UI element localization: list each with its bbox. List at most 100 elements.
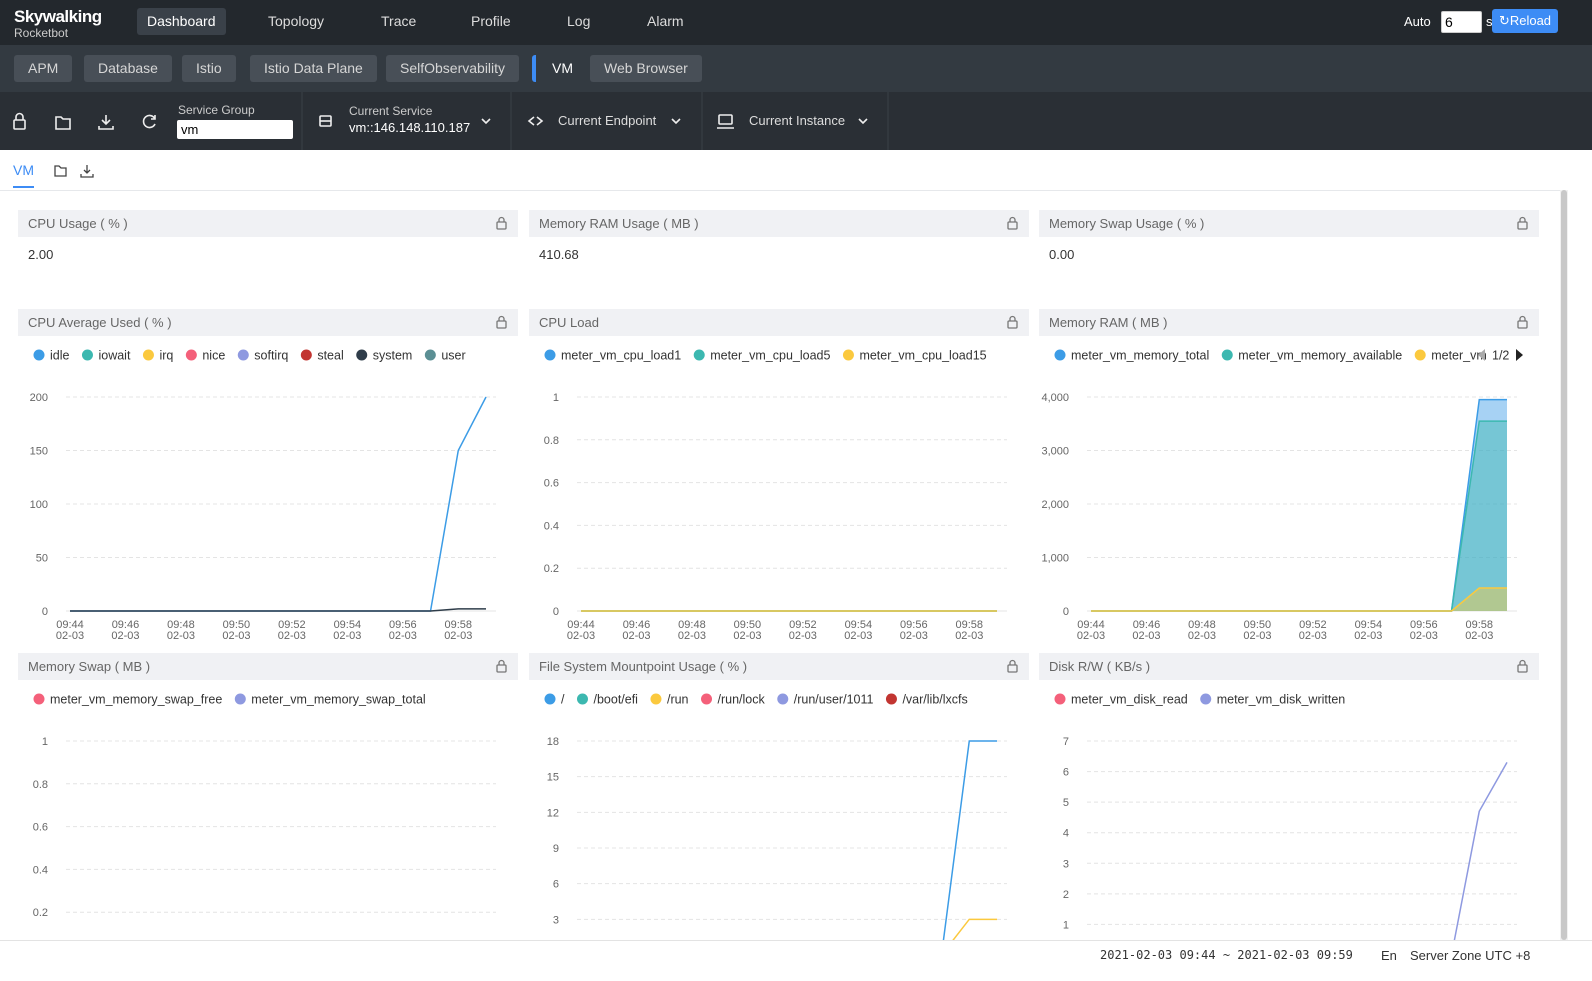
x-tick-label: 09:56: [900, 619, 928, 631]
y-tick-label: 0.8: [544, 435, 559, 447]
x-tick-label: 09:50: [734, 619, 762, 631]
reload-button[interactable]: ↻Reload: [1492, 9, 1558, 33]
layer-tab[interactable]: Istio: [182, 55, 236, 82]
y-tick-label: 9: [553, 843, 559, 855]
legend-swatch: [1200, 693, 1212, 705]
panel-header: [529, 210, 1029, 237]
x-date-label: 02-03: [56, 630, 84, 642]
nav-item[interactable]: Topology: [268, 13, 325, 29]
x-tick-label: 09:58: [1466, 619, 1494, 631]
x-date-label: 02-03: [278, 630, 306, 642]
layer-tab[interactable]: SelfObservability: [386, 55, 520, 82]
legend-swatch: [142, 349, 154, 361]
current-service[interactable]: vm::146.148.110.187: [349, 120, 471, 135]
y-tick-label: 0.4: [33, 864, 48, 876]
x-date-label: 02-03: [900, 630, 928, 642]
x-date-label: 02-03: [678, 630, 706, 642]
interval-input[interactable]: 6: [1441, 11, 1482, 33]
series-area: [1091, 399, 1507, 611]
y-tick-label: 3: [1063, 858, 1069, 870]
lock-icon: [1517, 221, 1528, 230]
time-range[interactable]: 2021-02-03 09:44 ~ 2021-02-03 09:59: [1100, 948, 1353, 962]
panel-header: [18, 653, 518, 680]
legend-label: /run/user/1011: [794, 693, 874, 707]
legend-swatch: [300, 349, 312, 361]
y-tick-label: 0.2: [33, 907, 48, 919]
panel-header: [1039, 210, 1539, 237]
legend-label: steal: [317, 349, 343, 363]
y-tick-label: 6: [553, 879, 559, 891]
x-tick-label: 09:58: [956, 619, 984, 631]
legend: / /boot/efi/run/run/lock/run/user/1011/va…: [544, 693, 968, 707]
lock-icon: [498, 659, 505, 665]
x-date-label: 02-03: [444, 630, 472, 642]
current-instance[interactable]: Current Instance: [749, 113, 846, 128]
nav-item[interactable]: Trace: [381, 13, 417, 29]
y-tick-label: 18: [547, 736, 559, 748]
stat-value: 2.00: [28, 247, 53, 262]
y-tick-label: 150: [30, 446, 48, 458]
x-date-label: 02-03: [222, 630, 250, 642]
panel-title: CPU Load: [539, 315, 599, 330]
y-tick-label: 7: [1063, 736, 1069, 748]
legend-swatch: [885, 693, 897, 705]
nav-item[interactable]: Alarm: [647, 13, 684, 29]
y-tick-label: 6: [1063, 767, 1069, 779]
stat-value: 0.00: [1049, 247, 1074, 262]
panels: CPU Usage ( % ) 2.00 Memory RAM Usage ( MB…: [18, 210, 1539, 940]
y-tick-label: 50: [36, 553, 48, 565]
nav-item[interactable]: Log: [567, 13, 591, 29]
legend-page: 1/2: [1492, 349, 1509, 363]
legend-swatch: [544, 693, 556, 705]
panel-header: [529, 653, 1029, 680]
y-tick-label: 1: [1063, 919, 1069, 931]
x-tick-label: 09:56: [1410, 619, 1438, 631]
lock-icon: [1519, 659, 1526, 665]
service-group-input[interactable]: vm: [177, 120, 293, 139]
x-date-label: 02-03: [567, 630, 595, 642]
series-line: [1091, 420, 1507, 612]
x-tick-label: 09:54: [1355, 619, 1383, 631]
panel-header: [18, 309, 518, 336]
layer-tab[interactable]: VM: [532, 55, 587, 82]
y-tick-label: 0.6: [544, 478, 559, 490]
layer-tab[interactable]: Database: [84, 55, 172, 82]
legend-swatch: [185, 349, 197, 361]
panel-title: CPU Average Used ( % ): [28, 315, 172, 330]
language[interactable]: En: [1381, 948, 1397, 963]
legend-label: /var/lib/lxcfs: [902, 693, 967, 707]
x-date-label: 02-03: [789, 630, 817, 642]
y-tick-label: 0.6: [33, 822, 48, 834]
y-tick-label: 4: [1063, 828, 1069, 840]
legend-swatch: [777, 693, 789, 705]
legend-swatch: [33, 349, 45, 361]
dashboard-tabs: VM: [0, 150, 1568, 191]
logo-sub: Rocketbot: [14, 26, 69, 40]
auto-label: Auto: [1404, 14, 1431, 29]
x-date-label: 02-03: [1077, 630, 1105, 642]
current-endpoint[interactable]: Current Endpoint: [558, 113, 657, 128]
layer-tab[interactable]: Web Browser: [590, 55, 702, 82]
x-tick-label: 09:44: [567, 619, 595, 631]
y-tick-label: 1,000: [1041, 553, 1069, 565]
nav-item[interactable]: Dashboard: [137, 8, 226, 35]
nav-item[interactable]: Profile: [471, 13, 511, 29]
layer-tab[interactable]: APM: [14, 55, 73, 82]
legend-swatch: [693, 349, 705, 361]
service-group-label: Service Group: [178, 103, 255, 117]
x-tick-label: 09:48: [678, 619, 706, 631]
y-tick-label: 0.8: [33, 779, 48, 791]
legend-swatch: [1054, 693, 1066, 705]
lock-icon: [1009, 216, 1016, 222]
layer-tab[interactable]: Istio Data Plane: [250, 55, 377, 82]
y-tick-label: 5: [1063, 797, 1069, 809]
legend-label: meter_vm_cpu_load5: [710, 349, 830, 363]
legend-label: irq: [159, 349, 173, 363]
dashboard-tab[interactable]: VM: [13, 162, 34, 188]
x-date-label: 02-03: [733, 630, 761, 642]
panel-title: Memory RAM ( MB ): [1049, 315, 1167, 330]
legend-label: /: [561, 693, 565, 707]
scroll-thumb[interactable]: [1561, 190, 1567, 940]
